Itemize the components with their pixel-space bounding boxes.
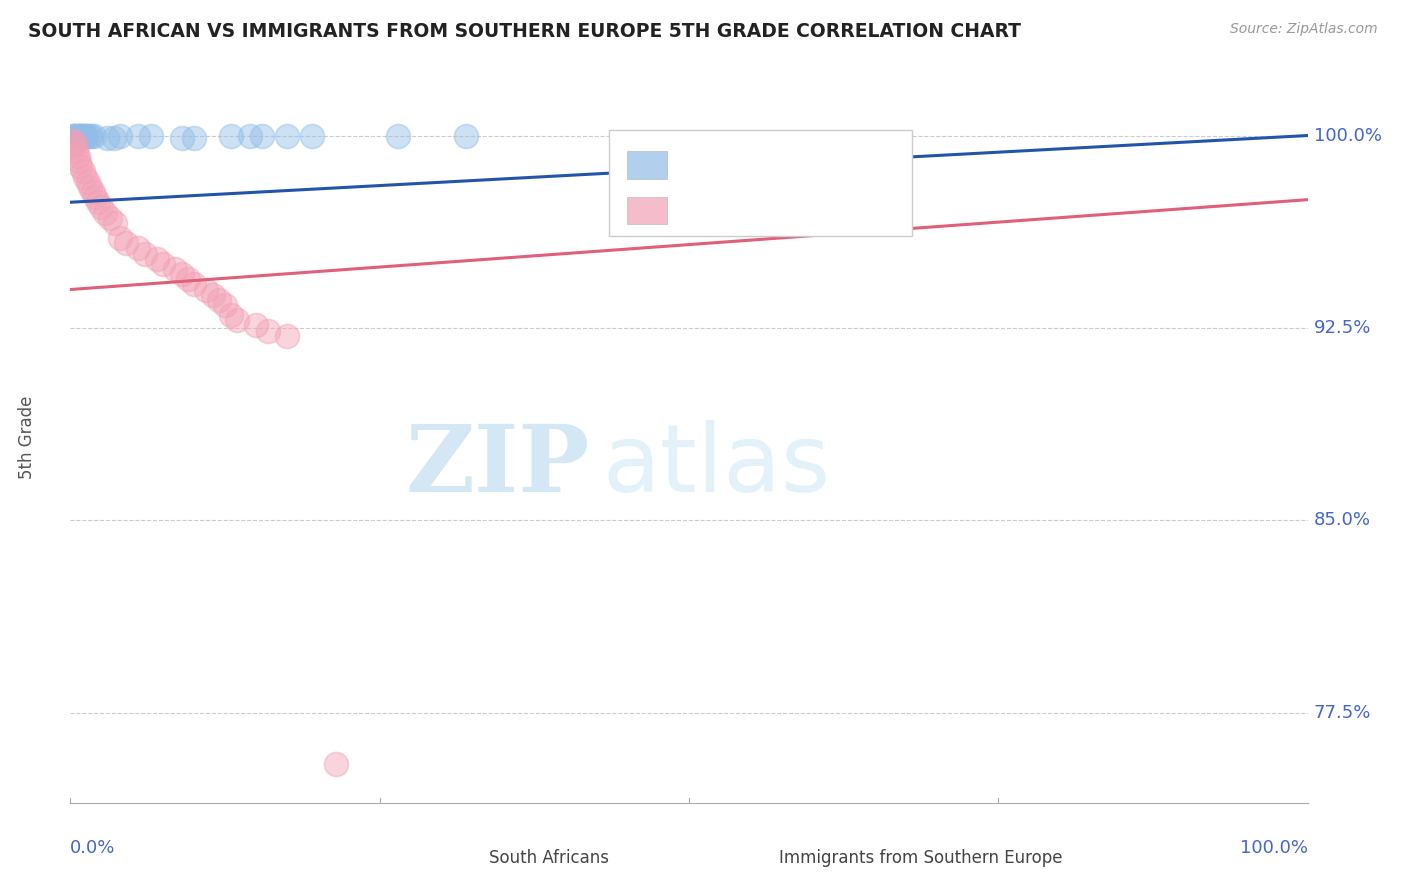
Point [77,128,100,143]
Point [72,128,94,143]
Point [387,128,409,143]
Text: Source: ZipAtlas.com: Source: ZipAtlas.com [1230,22,1378,37]
Point [75,128,97,143]
Point [65,138,87,153]
Point [67,128,90,143]
Point [146,252,169,266]
Point [66,149,89,163]
Point [69,159,91,173]
Point [69,128,91,143]
Point [183,277,205,292]
Point [245,318,267,333]
Point [165,262,187,277]
Point [208,293,231,307]
Point [301,128,323,143]
Text: atlas: atlas [602,420,831,512]
Text: N = 29: N = 29 [807,155,880,175]
Point [76,175,98,189]
Point [84,190,107,204]
Point [276,128,298,143]
Text: 100.0%: 100.0% [1240,839,1308,857]
Text: 100.0%: 100.0% [1313,127,1382,145]
FancyBboxPatch shape [627,196,666,225]
Point [276,328,298,343]
Point [177,272,200,286]
Point [195,283,218,297]
Point [90,200,112,214]
FancyBboxPatch shape [627,152,666,179]
Point [127,128,149,143]
Point [94,205,117,219]
Point [219,128,242,143]
Point [115,236,138,251]
Point [82,185,104,199]
Point [80,128,103,143]
Point [79,179,101,194]
FancyBboxPatch shape [733,849,769,871]
Point [239,128,262,143]
Text: 85.0%: 85.0% [1313,511,1371,530]
Point [103,131,125,145]
Point [134,246,156,260]
Point [108,231,131,245]
Point [72,164,94,178]
Point [73,128,96,143]
Point [65,128,87,143]
Point [63,128,86,143]
Point [66,128,89,143]
Text: 92.5%: 92.5% [1313,319,1371,337]
Point [86,195,108,210]
Point [325,757,347,772]
Point [152,257,174,271]
FancyBboxPatch shape [609,130,911,235]
Point [83,128,105,143]
Point [98,211,121,225]
Text: 5th Grade: 5th Grade [18,395,37,479]
Point [96,131,118,145]
Point [65,131,87,145]
Point [201,287,224,301]
Point [219,308,242,322]
Point [70,128,93,143]
Point [250,128,273,143]
Point [183,131,205,145]
Point [65,144,87,158]
Point [214,298,236,312]
Text: 0.0%: 0.0% [70,839,115,857]
Text: N = 38: N = 38 [807,201,880,220]
Text: R = 0.349: R = 0.349 [679,155,786,175]
Point [226,313,249,327]
Point [456,128,478,143]
Point [75,128,97,143]
Point [139,128,162,143]
Point [62,134,84,148]
Point [62,128,84,143]
Point [75,169,97,184]
FancyBboxPatch shape [441,849,478,871]
Text: R = 0.103: R = 0.103 [679,201,786,220]
Point [257,324,280,338]
Point [170,131,193,145]
Point [63,136,86,151]
Point [108,128,131,143]
Text: Immigrants from Southern Europe: Immigrants from Southern Europe [779,848,1063,867]
Point [67,154,90,169]
Point [127,242,149,256]
Point [104,216,127,230]
Text: 77.5%: 77.5% [1313,704,1371,722]
Text: SOUTH AFRICAN VS IMMIGRANTS FROM SOUTHERN EUROPE 5TH GRADE CORRELATION CHART: SOUTH AFRICAN VS IMMIGRANTS FROM SOUTHER… [28,22,1021,41]
Text: South Africans: South Africans [488,848,609,867]
Text: ZIP: ZIP [406,421,591,511]
Point [170,267,193,281]
